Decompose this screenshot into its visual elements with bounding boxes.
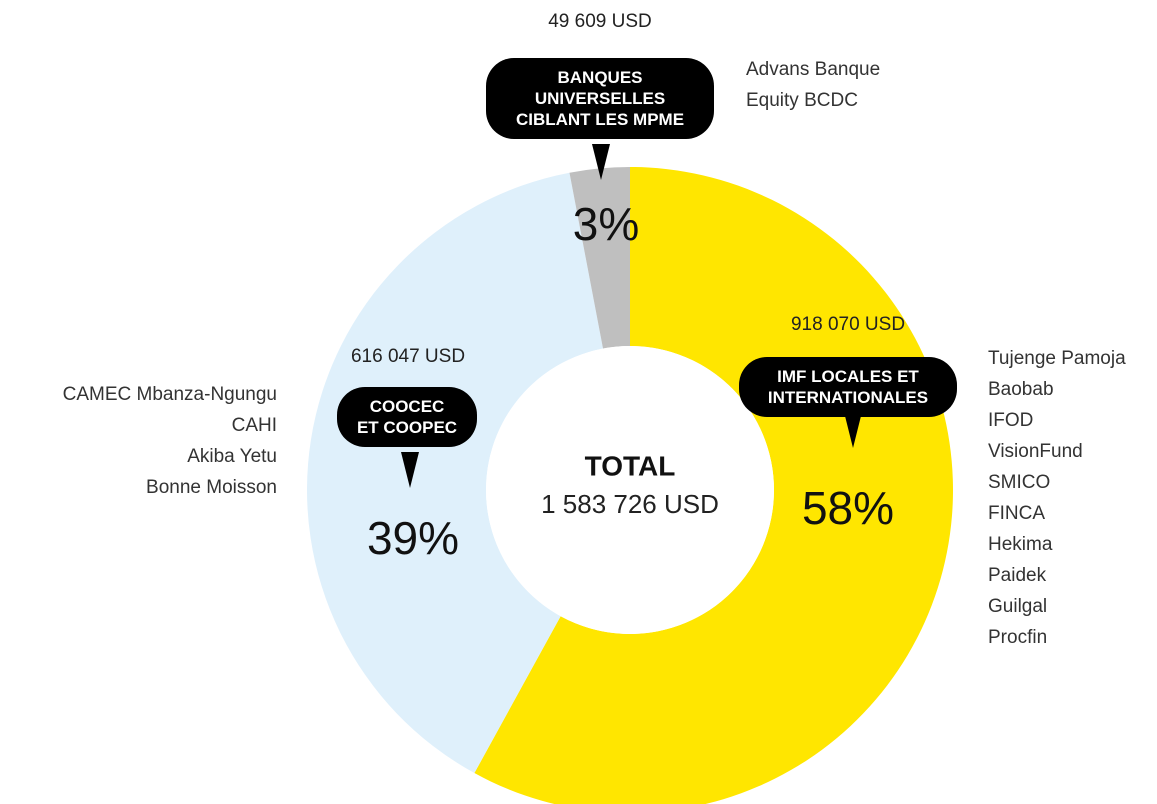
member-name: SMICO [988, 472, 1051, 493]
member-name: IFOD [988, 410, 1034, 431]
member-list: Advans Banque Equity BCDC [746, 54, 880, 116]
member-name: FINCA [988, 503, 1045, 524]
value-label: 58% [802, 482, 894, 534]
member-name: Guilgal [988, 596, 1048, 617]
bubble-pointer [592, 144, 610, 180]
member-name: CAMEC Mbanza-Ngungu [62, 384, 277, 405]
slice [569, 167, 630, 349]
member-list: CAMEC Mbanza-Ngungu CAHI Akiba Yetu Bonne M… [63, 379, 277, 503]
bubble-pointer [844, 412, 862, 448]
member-name: Equity BCDC [746, 90, 858, 111]
member-name: Bonne Moisson [146, 477, 277, 498]
member-name: Procfin [988, 627, 1048, 648]
amount-label: 918 070 USD [790, 314, 906, 335]
member-name: Paidek [988, 565, 1047, 586]
bubble-pointer [401, 452, 419, 488]
amount-label: 49 609 USD [548, 11, 652, 32]
member-name: Tujenge Pamoja [988, 348, 1126, 369]
total-label: 1 583 726 USD [541, 489, 719, 519]
member-name: CAHI [231, 415, 277, 436]
category-bubble: IMF LOCALES ET INTERNATIONALES [739, 357, 957, 417]
member-name: VisionFund [988, 441, 1083, 462]
member-name: Baobab [988, 379, 1054, 400]
category-bubble: BANQUES UNIVERSELLES CIBLANT LES MPME [486, 58, 714, 139]
member-list: Tujenge Pamoja Baobab IFOD VisionFund SMICO F… [988, 343, 1126, 653]
amount-label: 616 047 USD [350, 346, 466, 367]
slice [474, 167, 953, 804]
total-title: TOTAL [585, 450, 676, 481]
slice [307, 172, 604, 774]
member-name: Akiba Yetu [187, 446, 277, 467]
value-label: 39% [367, 512, 459, 564]
donut-hole [486, 346, 774, 634]
category-bubble: COOCEC ET COOPEC [337, 387, 477, 447]
member-name: Hekima [988, 534, 1053, 555]
member-name: Advans Banque [746, 59, 881, 80]
value-label: 3% [573, 198, 639, 250]
